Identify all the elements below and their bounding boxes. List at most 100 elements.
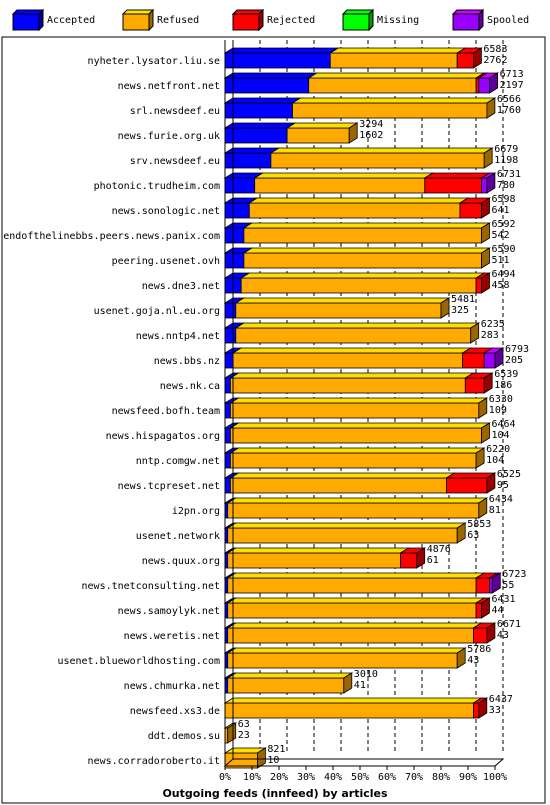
bar-segment-refused (227, 677, 345, 694)
bar-segment-refused (227, 602, 477, 619)
bar-segment-refused (229, 452, 477, 469)
bar-top-refused (226, 622, 483, 629)
bar-segment-refused (329, 52, 458, 69)
row-total-label: 6525 (497, 469, 521, 480)
bar-segment-rejected (464, 377, 485, 394)
legend-swatch-side (148, 8, 154, 32)
bar-top-refused (239, 272, 486, 279)
bar-segment-accepted (224, 252, 245, 269)
bar-top-refused (226, 647, 467, 654)
bar-side (483, 147, 493, 169)
bar-top-refused (285, 122, 359, 129)
row-total-label: 6437 (489, 694, 513, 705)
row-label: news.tnetconsulting.net (82, 581, 220, 592)
legend-label-refused: Refused (157, 15, 199, 26)
bar-segment-rejected (475, 77, 480, 94)
bar-segment-rejected (475, 602, 482, 619)
bar-side (481, 272, 490, 294)
legend-label-spooled: Spooled (487, 15, 529, 26)
row-total-label: 6592 (492, 219, 516, 230)
row-label: newsfeed.bofh.team (112, 406, 220, 417)
legend-swatch-spooled (452, 13, 480, 31)
bar-segment-refused (224, 702, 474, 719)
bar-segment-rejected (456, 52, 474, 69)
row-label: news.hispagatos.org (106, 431, 220, 442)
bar-segment-refused (235, 327, 472, 344)
row-label: usenet.network (136, 531, 220, 542)
legend-label-accepted: Accepted (47, 15, 95, 26)
x-tick-label: 10% (243, 772, 261, 783)
bar-side (494, 347, 504, 369)
row-total-label: 5481 (451, 294, 475, 305)
row-total-label: 5853 (467, 519, 491, 530)
row-total-label: 3010 (354, 669, 378, 680)
row-accepted-label: 2197 (500, 80, 524, 91)
bar-segment-refused (227, 527, 458, 544)
row-accepted-label: 780 (497, 180, 515, 191)
bar-side (440, 297, 450, 319)
row-label: nyheter.lysator.liu.se (88, 56, 220, 67)
row-accepted-label: 1602 (359, 130, 383, 141)
row-total-label: 6713 (500, 69, 524, 80)
row-total-label: 6583 (483, 44, 507, 55)
bar-segment-accepted (224, 402, 231, 419)
bar-top-refused (226, 497, 489, 504)
bar-top-refused (307, 72, 486, 79)
row-total-label: 6330 (489, 394, 513, 405)
row-total-label: 6539 (494, 369, 518, 380)
row-total-label: 63 (238, 719, 250, 730)
bar-side (481, 422, 490, 444)
bar-top-refused (226, 597, 486, 604)
bar-top-refused (291, 97, 497, 104)
x-tick-label: 20% (270, 772, 288, 783)
row-accepted-label: 43 (467, 655, 479, 666)
bar-top-refused (328, 47, 467, 54)
row-accepted-label: 61 (427, 555, 439, 566)
bar-top-refused (269, 147, 494, 154)
row-label: photonic.trudheim.com (94, 181, 220, 192)
row-total-label: 6723 (502, 569, 526, 580)
row-total-label: 821 (267, 744, 285, 755)
row-label: news.chmurka.net (124, 681, 220, 692)
row-label: news.quux.org (142, 556, 220, 567)
x-tick-label: 50% (351, 772, 369, 783)
row-label: srv.newsdeef.eu (130, 156, 220, 167)
row-label: i2pn.org (172, 506, 220, 517)
row-total-label: 6434 (489, 494, 513, 505)
row-total-label: 6464 (492, 419, 516, 430)
legend-swatch-rejected (232, 13, 260, 31)
bar-segment-refused (270, 152, 485, 169)
row-label: srl.newsdeef.eu (130, 106, 220, 117)
bar-side (481, 197, 490, 219)
bar-side (348, 122, 358, 144)
bar-side (472, 47, 482, 69)
bar-top-refused (226, 522, 467, 529)
row-label: peering.usenet.ovh (112, 256, 220, 267)
row-accepted-label: 205 (505, 355, 523, 366)
legend-label-rejected: Rejected (267, 15, 315, 26)
legend-swatch-missing (342, 13, 370, 31)
row-accepted-label: 63 (467, 530, 479, 541)
legend-swatch-side (38, 8, 44, 32)
row-accepted-label: 81 (489, 505, 501, 516)
x-tick-label: 80% (432, 772, 450, 783)
row-total-label: 6590 (492, 244, 516, 255)
bar-segment-rejected (472, 627, 488, 644)
bar-top-accepted (223, 72, 319, 79)
bar-segment-refused (227, 627, 474, 644)
row-accepted-label: 33 (489, 705, 501, 716)
row-total-label: 6494 (492, 269, 516, 280)
bar-side (416, 547, 426, 569)
